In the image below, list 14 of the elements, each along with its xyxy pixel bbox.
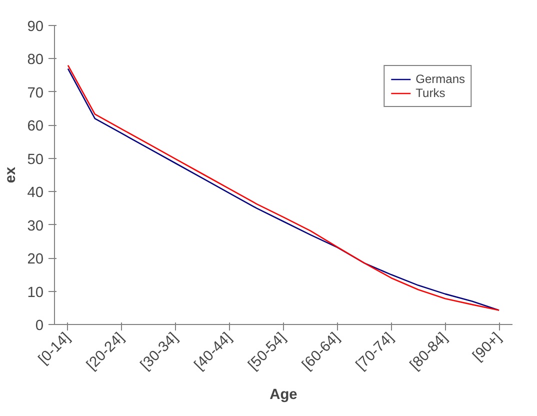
y-tick-label: 80 bbox=[27, 52, 44, 68]
y-tick-label: 60 bbox=[27, 118, 44, 135]
legend-label: Turks bbox=[416, 86, 446, 100]
legend-label: Germans bbox=[416, 72, 465, 86]
x-axis-title: Age bbox=[270, 387, 298, 404]
y-tick-label: 90 bbox=[27, 19, 44, 35]
y-tick-label: 40 bbox=[27, 185, 44, 202]
y-tick-label: 50 bbox=[27, 152, 44, 168]
y-tick-label: 20 bbox=[27, 252, 44, 268]
y-tick-label: 10 bbox=[27, 284, 44, 301]
y-axis-title: ex bbox=[3, 166, 20, 184]
y-tick-label: 30 bbox=[27, 218, 44, 234]
y-tick-label: 70 bbox=[27, 85, 44, 102]
y-tick-label: 0 bbox=[35, 318, 44, 334]
